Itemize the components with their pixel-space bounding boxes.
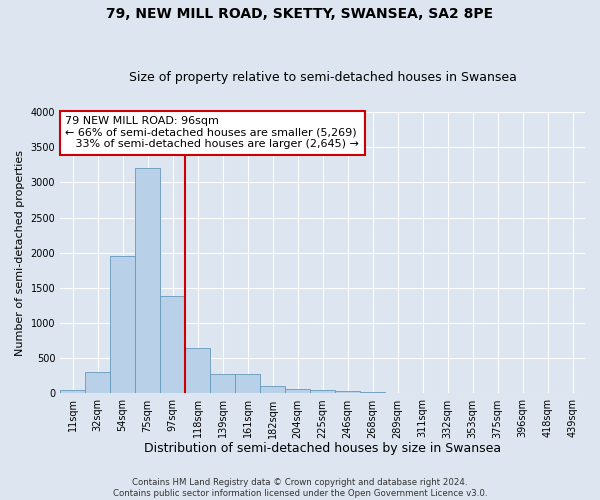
X-axis label: Distribution of semi-detached houses by size in Swansea: Distribution of semi-detached houses by … [144,442,501,455]
Text: Contains HM Land Registry data © Crown copyright and database right 2024.
Contai: Contains HM Land Registry data © Crown c… [113,478,487,498]
Bar [160,296,185,394]
Bar [110,256,135,394]
Bar [60,390,85,394]
Bar [135,168,160,394]
Bar [335,392,360,394]
Bar [310,390,335,394]
Bar [360,392,385,394]
Bar [85,372,110,394]
Bar [385,393,410,394]
Text: 79, NEW MILL ROAD, SKETTY, SWANSEA, SA2 8PE: 79, NEW MILL ROAD, SKETTY, SWANSEA, SA2 … [106,8,494,22]
Title: Size of property relative to semi-detached houses in Swansea: Size of property relative to semi-detach… [128,72,517,85]
Bar [235,374,260,394]
Bar [210,374,235,394]
Bar [185,348,210,394]
Bar [260,386,285,394]
Y-axis label: Number of semi-detached properties: Number of semi-detached properties [15,150,25,356]
Bar [285,388,310,394]
Text: 79 NEW MILL ROAD: 96sqm
← 66% of semi-detached houses are smaller (5,269)
   33%: 79 NEW MILL ROAD: 96sqm ← 66% of semi-de… [65,116,359,150]
